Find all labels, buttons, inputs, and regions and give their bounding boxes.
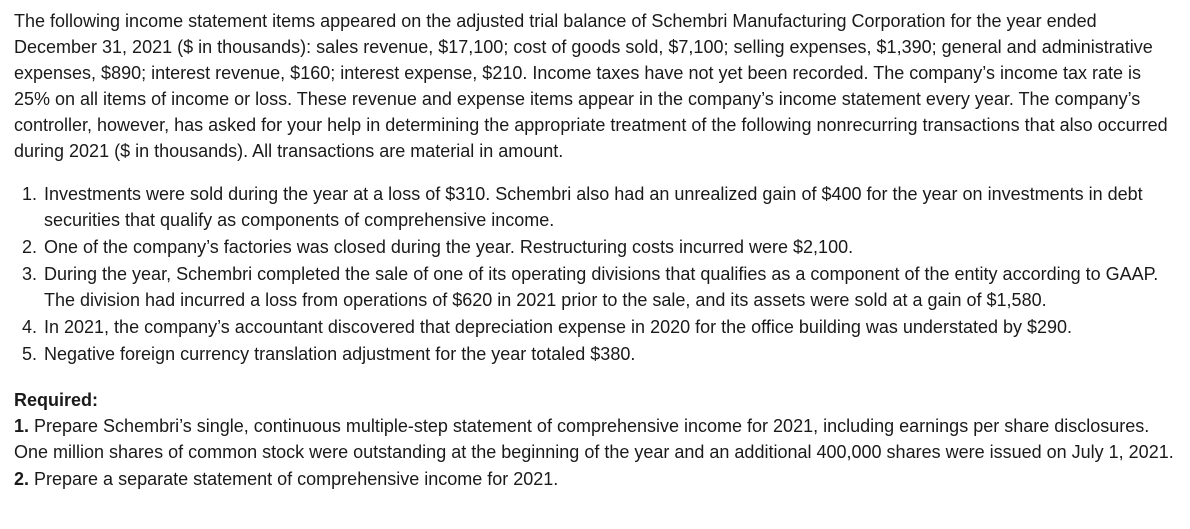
intro-paragraph: The following income statement items app… <box>14 8 1176 165</box>
required-text: Prepare Schembri’s single, continuous mu… <box>14 416 1174 462</box>
list-item: During the year, Schembri completed the … <box>42 261 1176 313</box>
required-item-2: 2. Prepare a separate statement of compr… <box>14 466 1176 492</box>
list-item: Negative foreign currency translation ad… <box>42 341 1176 367</box>
required-section: Required: 1. Prepare Schembri’s single, … <box>14 387 1176 491</box>
required-heading: Required: <box>14 387 1176 413</box>
list-item: One of the company’s factories was close… <box>42 234 1176 260</box>
required-item-1: 1. Prepare Schembri’s single, continuous… <box>14 413 1176 465</box>
list-item: In 2021, the company’s accountant discov… <box>42 314 1176 340</box>
question-document: The following income statement items app… <box>0 0 1190 508</box>
nonrecurring-list: Investments were sold during the year at… <box>14 181 1176 368</box>
list-item: Investments were sold during the year at… <box>42 181 1176 233</box>
required-text: Prepare a separate statement of comprehe… <box>29 469 558 489</box>
required-number: 2. <box>14 469 29 489</box>
required-number: 1. <box>14 416 29 436</box>
